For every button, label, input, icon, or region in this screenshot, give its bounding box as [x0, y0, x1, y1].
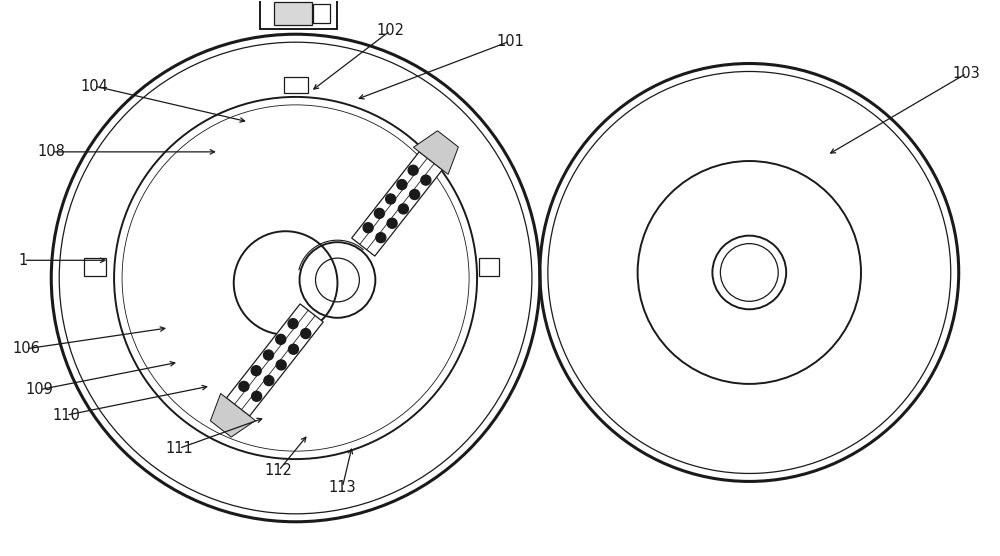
- Polygon shape: [226, 304, 323, 416]
- Polygon shape: [210, 394, 255, 437]
- Bar: [479, 258, 499, 276]
- Ellipse shape: [301, 329, 311, 339]
- Ellipse shape: [398, 204, 408, 214]
- Ellipse shape: [263, 350, 273, 360]
- Ellipse shape: [239, 381, 249, 391]
- Ellipse shape: [276, 360, 286, 370]
- Bar: [274, 2, 312, 25]
- Ellipse shape: [363, 223, 373, 233]
- Text: 112: 112: [265, 463, 293, 478]
- Ellipse shape: [288, 344, 298, 354]
- Ellipse shape: [387, 219, 397, 229]
- Text: 111: 111: [165, 441, 193, 456]
- Ellipse shape: [374, 208, 384, 219]
- Bar: [260, 0, 337, 29]
- Ellipse shape: [252, 391, 262, 401]
- Text: 106: 106: [12, 341, 40, 356]
- Bar: [284, 77, 308, 93]
- Ellipse shape: [276, 334, 286, 344]
- Polygon shape: [352, 152, 442, 256]
- Polygon shape: [413, 131, 458, 175]
- Text: 113: 113: [329, 480, 356, 495]
- Ellipse shape: [408, 165, 418, 175]
- Ellipse shape: [264, 376, 274, 385]
- Ellipse shape: [397, 180, 407, 190]
- Ellipse shape: [376, 232, 386, 242]
- Text: 110: 110: [52, 408, 80, 423]
- Bar: [84, 258, 106, 276]
- Text: 102: 102: [376, 23, 404, 38]
- Text: 109: 109: [25, 383, 53, 397]
- Ellipse shape: [410, 190, 420, 200]
- Text: 103: 103: [953, 66, 981, 81]
- Ellipse shape: [288, 319, 298, 329]
- Bar: [313, 4, 330, 23]
- Text: 108: 108: [37, 145, 65, 160]
- Ellipse shape: [386, 194, 396, 204]
- Ellipse shape: [421, 175, 431, 185]
- Text: 1: 1: [19, 253, 28, 268]
- Text: 104: 104: [80, 78, 108, 93]
- Text: 101: 101: [496, 34, 524, 49]
- Ellipse shape: [251, 366, 261, 376]
